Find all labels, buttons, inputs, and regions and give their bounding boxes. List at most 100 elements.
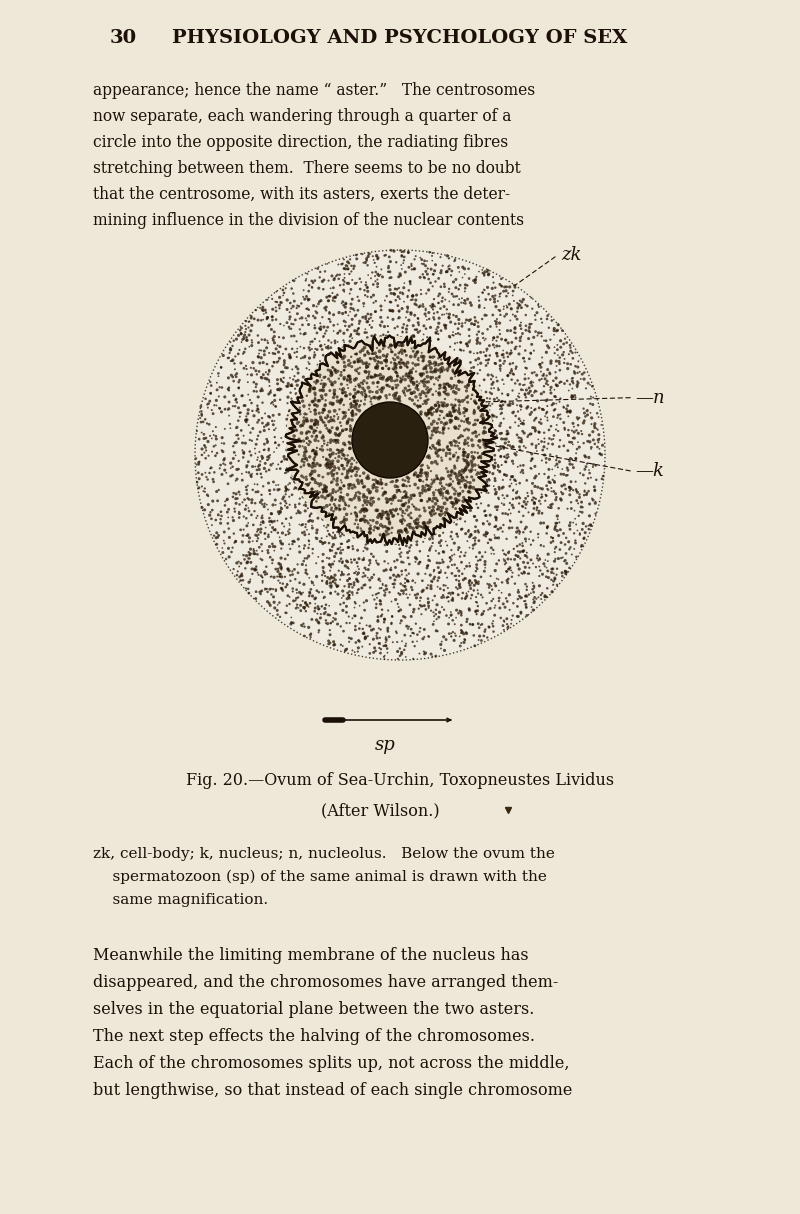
Point: [238, 443, 250, 463]
Point: [309, 390, 322, 409]
Point: [323, 549, 336, 568]
Point: [313, 477, 326, 497]
Point: [519, 387, 532, 407]
Point: [330, 471, 343, 490]
Point: [490, 408, 503, 427]
Point: [443, 259, 456, 278]
Point: [230, 471, 242, 490]
Point: [428, 567, 441, 586]
Point: [318, 566, 331, 585]
Point: [262, 594, 275, 613]
Point: [466, 585, 478, 605]
Point: [462, 455, 475, 475]
Point: [418, 515, 430, 534]
Point: [578, 486, 590, 505]
Point: [543, 498, 556, 517]
Point: [265, 381, 278, 401]
Point: [489, 353, 502, 373]
Point: [212, 364, 225, 384]
Point: [538, 556, 551, 575]
Point: [301, 520, 314, 539]
Point: [549, 517, 562, 537]
Point: [568, 523, 581, 543]
Point: [426, 572, 438, 591]
Point: [350, 245, 362, 265]
Point: [274, 573, 286, 592]
Point: [490, 500, 503, 520]
Point: [320, 409, 333, 429]
Point: [358, 294, 370, 313]
Point: [427, 489, 440, 509]
Point: [293, 401, 306, 420]
Point: [258, 345, 270, 364]
Point: [298, 574, 310, 594]
Point: [406, 632, 419, 652]
Point: [242, 401, 254, 420]
Point: [568, 362, 581, 381]
Point: [450, 384, 462, 403]
Point: [516, 324, 529, 344]
Point: [256, 300, 269, 319]
Point: [374, 472, 387, 492]
Point: [363, 531, 376, 550]
Point: [592, 432, 605, 452]
Point: [353, 619, 366, 639]
Point: [560, 554, 573, 573]
Point: [593, 425, 606, 444]
Point: [338, 368, 350, 387]
Point: [373, 505, 386, 524]
Point: [503, 277, 516, 296]
Point: [322, 421, 335, 441]
Point: [446, 584, 459, 603]
Point: [326, 452, 339, 471]
Point: [517, 414, 530, 433]
Point: [321, 497, 334, 516]
Point: [554, 371, 567, 391]
Point: [434, 639, 447, 658]
Point: [316, 388, 329, 408]
Point: [441, 490, 454, 510]
Point: [495, 403, 508, 422]
Point: [328, 401, 341, 420]
Point: [349, 498, 362, 517]
Point: [394, 265, 406, 284]
Point: [490, 336, 503, 356]
Point: [418, 501, 431, 521]
Point: [413, 470, 426, 489]
Point: [338, 526, 350, 545]
Point: [461, 336, 474, 356]
Point: [308, 379, 321, 398]
Point: [319, 385, 332, 404]
Point: [342, 351, 355, 370]
Point: [294, 458, 307, 477]
Point: [210, 534, 223, 554]
Point: [540, 342, 553, 362]
Point: [310, 443, 322, 463]
Point: [533, 577, 546, 596]
Point: [282, 376, 294, 396]
Point: [310, 426, 323, 446]
Point: [509, 545, 522, 565]
Point: [494, 284, 507, 304]
Point: [426, 470, 438, 489]
Point: [408, 395, 421, 414]
Point: [388, 574, 401, 594]
Point: [298, 397, 310, 416]
Point: [479, 351, 492, 370]
Point: [527, 590, 540, 609]
Point: [322, 533, 335, 552]
Point: [490, 509, 502, 528]
Point: [204, 384, 217, 403]
Point: [517, 455, 530, 475]
Point: [314, 381, 326, 401]
Point: [300, 412, 313, 431]
Point: [418, 391, 431, 410]
Point: [564, 402, 577, 421]
Point: [351, 471, 364, 490]
Point: [541, 517, 554, 537]
Point: [575, 537, 588, 556]
Point: [439, 290, 452, 310]
Point: [330, 544, 342, 563]
Point: [527, 600, 540, 619]
Point: [374, 296, 387, 316]
